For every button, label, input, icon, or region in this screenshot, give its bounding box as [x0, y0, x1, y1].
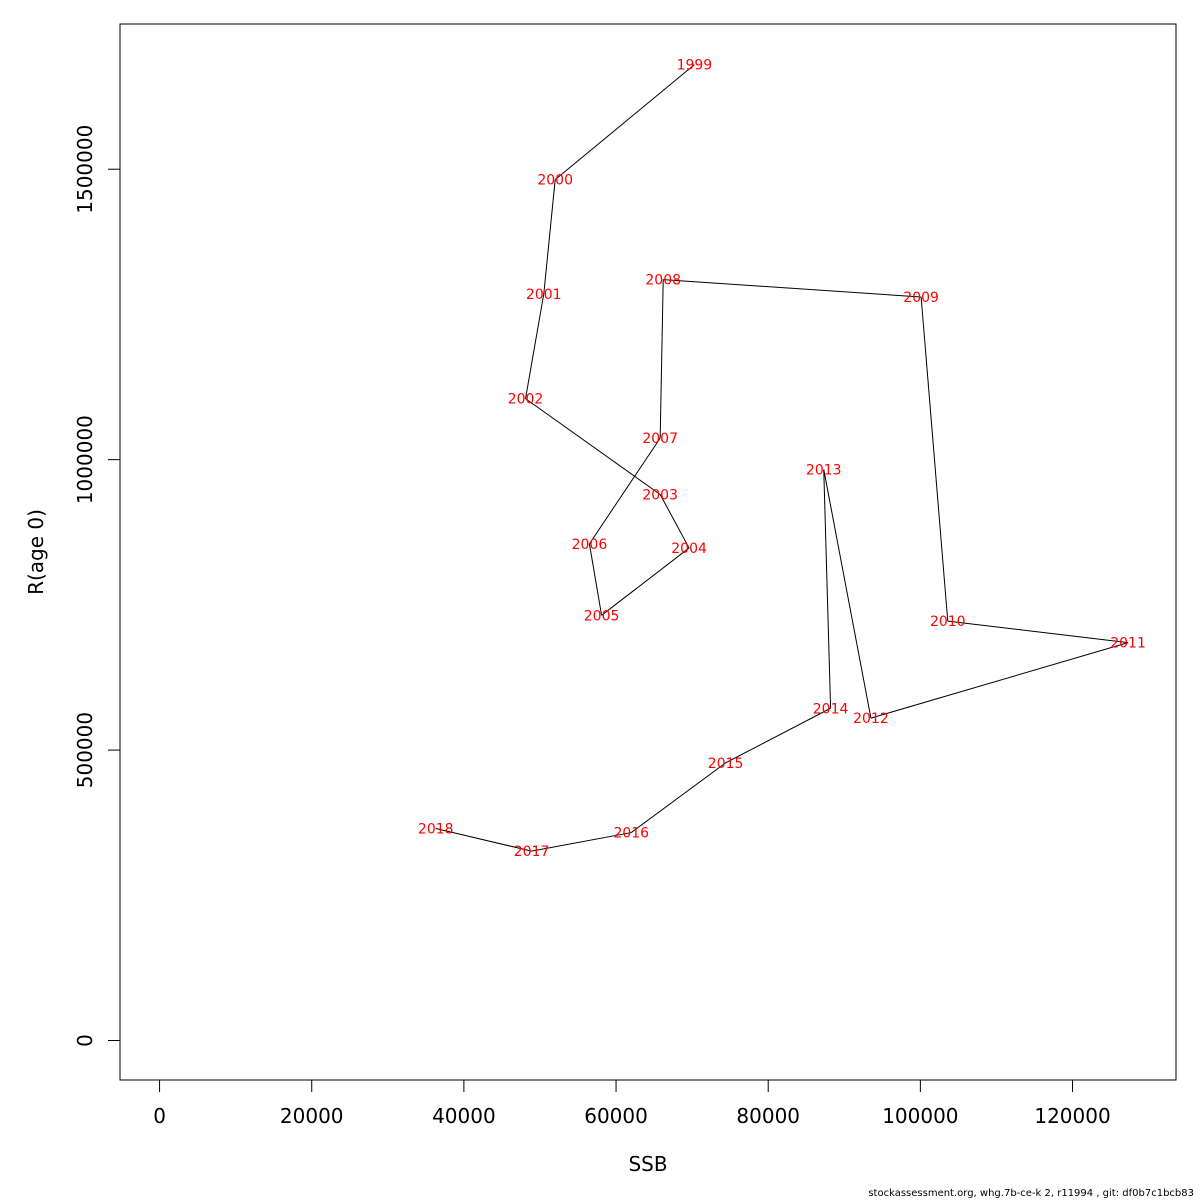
segment-2004-2005	[601, 547, 690, 616]
footer-text: stockassessment.org, whg.7b-ce-k 2, r119…	[868, 1188, 1194, 1199]
x-tick-label: 20000	[280, 1104, 344, 1128]
segment-2009-2010	[920, 296, 949, 622]
segment-2010-2011	[947, 620, 1129, 644]
point-label-2007: 2007	[642, 431, 678, 447]
point-label-2006: 2006	[572, 537, 608, 553]
series-path	[435, 64, 1129, 852]
point-label-2000: 2000	[537, 173, 573, 189]
point-label-2011: 2011	[1110, 636, 1146, 652]
x-tick-label: 0	[153, 1104, 166, 1128]
segment-2005-2006	[588, 543, 603, 616]
point-label-2003: 2003	[642, 487, 678, 503]
segment-2013-2014	[823, 469, 832, 709]
point-label-2005: 2005	[584, 608, 620, 624]
y-tick-label: 1000000	[73, 415, 97, 504]
x-tick-label: 60000	[584, 1104, 648, 1128]
point-label-2002: 2002	[508, 392, 544, 408]
segment-2016-2017	[531, 832, 632, 852]
y-tick-label: 0	[73, 1034, 97, 1047]
y-axis: 0 500000 1000000 1500000	[73, 125, 121, 1047]
segment-2007-2008	[659, 279, 664, 439]
x-tick-label: 100000	[882, 1104, 958, 1128]
point-label-2008: 2008	[645, 273, 681, 289]
point-label-2012: 2012	[853, 711, 889, 727]
point-label-2013: 2013	[806, 463, 842, 479]
segment-2006-2007	[589, 437, 661, 545]
point-label-1999: 1999	[677, 58, 713, 74]
segment-1999-2000	[554, 64, 695, 181]
point-label-2016: 2016	[613, 826, 649, 842]
y-tick-label: 1500000	[73, 125, 97, 214]
segment-2011-2012	[870, 642, 1129, 719]
point-label-2009: 2009	[903, 290, 939, 306]
point-label-2017: 2017	[514, 844, 550, 860]
segment-2001-2002	[525, 294, 545, 399]
segment-2017-2018	[435, 828, 532, 852]
y-tick-label: 500000	[73, 712, 97, 788]
x-tick-label: 40000	[432, 1104, 496, 1128]
plot-box	[119, 23, 1177, 1081]
x-axis-title: SSB	[628, 1152, 667, 1176]
segment-2003-2004	[659, 494, 690, 549]
segment-2012-2013	[823, 469, 872, 719]
x-tick-label: 120000	[1034, 1104, 1110, 1128]
point-label-2014: 2014	[813, 701, 849, 717]
segment-2015-2016	[630, 762, 726, 833]
point-label-2010: 2010	[930, 614, 966, 630]
point-label-2015: 2015	[708, 756, 744, 772]
segment-2014-2015	[725, 707, 831, 764]
x-tick-label: 80000	[736, 1104, 800, 1128]
x-axis: 0 20000 40000 60000 80000 100000 120000	[153, 1079, 1111, 1128]
point-label-2018: 2018	[418, 821, 454, 837]
point-label-2001: 2001	[526, 287, 562, 303]
segment-2000-2001	[543, 179, 556, 295]
point-labels: 1999 2000 2001 2002 2003 2004 2005 2006 2007 2008…	[418, 58, 1146, 860]
point-label-2004: 2004	[671, 541, 707, 557]
y-axis-title: R(age 0)	[24, 509, 48, 595]
segment-2002-2003	[525, 398, 661, 495]
segment-2008-2009	[663, 279, 922, 298]
